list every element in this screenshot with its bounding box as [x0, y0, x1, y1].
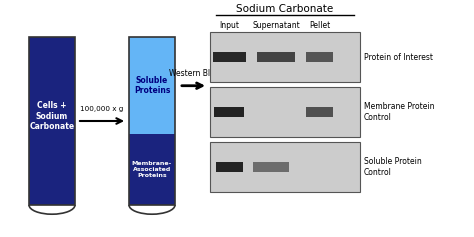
Text: Sodium Carbonate: Sodium Carbonate: [237, 4, 334, 14]
Text: Pellet: Pellet: [309, 21, 330, 30]
Bar: [213, 52, 246, 62]
Text: Cells +
Sodium
Carbonate: Cells + Sodium Carbonate: [29, 101, 74, 131]
Text: Soluble
Proteins: Soluble Proteins: [134, 76, 170, 96]
Text: Membrane-
Associated
Proteins: Membrane- Associated Proteins: [132, 161, 172, 178]
Bar: [215, 107, 245, 117]
Bar: [29, 37, 75, 205]
Bar: [129, 37, 175, 205]
Text: Western Blot: Western Blot: [169, 69, 218, 78]
Text: Supernatant: Supernatant: [252, 21, 300, 30]
Text: Protein of Interest: Protein of Interest: [364, 53, 433, 61]
Bar: [306, 107, 333, 117]
Bar: [129, 37, 175, 134]
Text: Soluble Protein
Control: Soluble Protein Control: [364, 157, 422, 177]
Bar: [306, 52, 333, 62]
Text: Membrane Protein
Control: Membrane Protein Control: [364, 102, 435, 122]
Bar: [210, 32, 360, 82]
Bar: [210, 87, 360, 137]
Bar: [29, 37, 75, 205]
Bar: [210, 142, 360, 192]
Bar: [254, 162, 290, 172]
Bar: [216, 162, 243, 172]
Bar: [129, 134, 175, 205]
Bar: [257, 52, 295, 62]
Text: 100,000 x g: 100,000 x g: [80, 106, 124, 112]
Text: Input: Input: [219, 21, 239, 30]
